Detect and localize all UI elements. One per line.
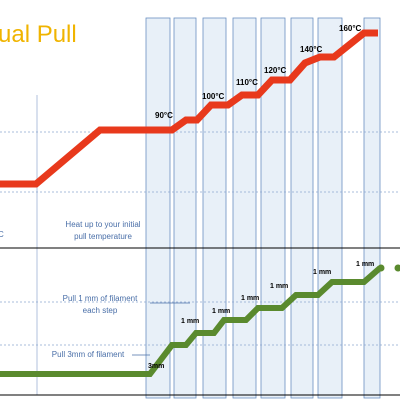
mm-label: 1 mm bbox=[212, 308, 230, 315]
band bbox=[232, 17, 257, 399]
mm-label: 1 mm bbox=[356, 261, 374, 268]
band bbox=[202, 17, 227, 399]
dot bbox=[394, 264, 400, 272]
title: ual Pull bbox=[0, 21, 77, 48]
pull-line bbox=[0, 265, 382, 377]
temp-label: 160°C bbox=[339, 24, 362, 33]
band bbox=[260, 17, 286, 399]
temp-label: 140°C bbox=[300, 45, 323, 54]
note: Heat up to your initial bbox=[65, 220, 140, 229]
bands bbox=[145, 17, 381, 399]
band bbox=[145, 17, 171, 399]
temp-label: 120°C bbox=[264, 66, 287, 75]
mm-label: 3mm bbox=[148, 363, 164, 370]
temp-label: 100°C bbox=[202, 92, 225, 101]
note: pull temperature bbox=[74, 232, 132, 241]
temp-label: 90°C bbox=[155, 111, 173, 120]
dot bbox=[377, 264, 385, 272]
note: Pull 1 mm of filament bbox=[63, 294, 138, 303]
mm-label: 1 mm bbox=[181, 318, 199, 325]
left-label: C bbox=[0, 230, 4, 239]
band bbox=[317, 17, 343, 399]
temperature-line bbox=[0, 29, 378, 188]
note: Pull 3mm of filament bbox=[52, 350, 125, 359]
mm-label: 1 mm bbox=[270, 283, 288, 290]
mm-label: 1 mm bbox=[313, 269, 331, 276]
mm-label: 1 mm bbox=[241, 295, 259, 302]
temp-label: 110°C bbox=[236, 78, 258, 87]
note: each step bbox=[83, 306, 118, 315]
band bbox=[290, 17, 314, 399]
band bbox=[363, 17, 381, 399]
